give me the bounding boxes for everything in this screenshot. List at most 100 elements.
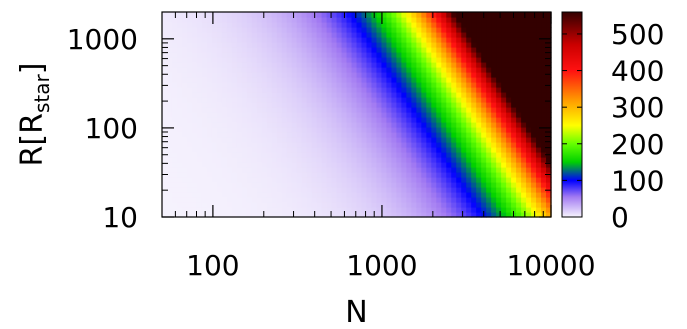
heatmap-cell bbox=[346, 182, 353, 188]
heatmap-cell bbox=[441, 137, 447, 143]
heatmap-cell bbox=[386, 157, 393, 163]
heatmap-cell bbox=[521, 137, 527, 143]
heatmap-cell bbox=[431, 167, 437, 173]
heatmap-cell bbox=[461, 132, 467, 138]
heatmap-cell bbox=[366, 62, 373, 68]
heatmap-cell bbox=[181, 17, 188, 23]
heatmap-cell bbox=[521, 67, 527, 73]
heatmap-cell bbox=[306, 102, 313, 108]
heatmap-cell bbox=[451, 102, 457, 108]
heatmap-cell bbox=[481, 72, 487, 78]
heatmap-cell bbox=[241, 17, 248, 23]
heatmap-cell bbox=[506, 187, 512, 193]
heatmap-cell bbox=[526, 137, 532, 143]
heatmap-cell bbox=[446, 172, 452, 178]
heatmap-cell bbox=[221, 92, 228, 98]
heatmap-cell bbox=[281, 197, 288, 203]
heatmap-cell bbox=[351, 152, 358, 158]
heatmap-cell bbox=[531, 162, 537, 168]
heatmap-cell bbox=[401, 47, 407, 53]
heatmap-cell bbox=[281, 92, 288, 98]
heatmap-cell bbox=[266, 42, 273, 48]
heatmap-cell bbox=[416, 27, 422, 33]
heatmap-cell bbox=[236, 37, 243, 43]
heatmap-cell bbox=[211, 122, 218, 128]
heatmap-cell bbox=[351, 67, 358, 73]
heatmap-cell bbox=[241, 192, 248, 198]
heatmap-cell bbox=[441, 202, 447, 208]
heatmap-cell bbox=[426, 82, 432, 88]
heatmap-cell bbox=[416, 147, 422, 153]
heatmap-cell bbox=[166, 87, 173, 93]
heatmap-cell bbox=[371, 42, 378, 48]
heatmap-cell bbox=[216, 57, 223, 63]
heatmap-cell bbox=[176, 17, 183, 23]
heatmap-cell bbox=[361, 132, 368, 138]
heatmap-cell bbox=[481, 167, 487, 173]
heatmap-cell bbox=[371, 177, 378, 183]
heatmap-cell bbox=[206, 182, 213, 188]
heatmap-cell bbox=[411, 202, 417, 208]
heatmap-cell bbox=[331, 52, 338, 58]
heatmap-cell bbox=[351, 117, 358, 123]
heatmap-cell bbox=[166, 67, 173, 73]
heatmap-cell bbox=[321, 12, 328, 18]
heatmap-cell bbox=[426, 187, 432, 193]
heatmap-cell bbox=[166, 147, 173, 153]
heatmap-cell bbox=[286, 107, 293, 113]
heatmap-cell bbox=[186, 102, 193, 108]
heatmap-cell bbox=[196, 102, 203, 108]
heatmap-cell bbox=[496, 182, 502, 188]
heatmap-cell bbox=[266, 132, 273, 138]
heatmap-cell bbox=[416, 132, 422, 138]
heatmap-cell bbox=[201, 67, 208, 73]
heatmap-cell bbox=[231, 137, 238, 143]
heatmap-cell bbox=[441, 67, 447, 73]
heatmap-cell bbox=[271, 142, 278, 148]
heatmap-cell bbox=[526, 57, 532, 63]
heatmap-cell bbox=[316, 117, 323, 123]
heatmap-cell bbox=[376, 132, 383, 138]
heatmap-cell bbox=[226, 67, 233, 73]
heatmap-cell bbox=[421, 112, 427, 118]
heatmap-cell bbox=[216, 122, 223, 128]
heatmap-cell bbox=[261, 97, 268, 103]
heatmap-cell bbox=[411, 72, 417, 78]
heatmap-cell bbox=[251, 162, 258, 168]
heatmap-cell bbox=[541, 112, 547, 118]
heatmap-cell bbox=[441, 17, 447, 23]
heatmap-cell bbox=[421, 57, 427, 63]
heatmap-cell bbox=[236, 157, 243, 163]
heatmap-cell bbox=[176, 77, 183, 83]
heatmap-cell bbox=[186, 182, 193, 188]
heatmap-cell bbox=[431, 67, 437, 73]
heatmap-cell bbox=[291, 172, 298, 178]
heatmap-cell bbox=[546, 212, 552, 218]
heatmap-cell bbox=[396, 67, 402, 73]
heatmap-cell bbox=[311, 77, 318, 83]
heatmap-cell bbox=[386, 132, 393, 138]
heatmap-cell bbox=[421, 47, 427, 53]
heatmap-cell bbox=[431, 42, 437, 48]
heatmap-cell bbox=[326, 172, 333, 178]
heatmap-cell bbox=[466, 32, 472, 38]
heatmap-cell bbox=[466, 152, 472, 158]
heatmap-cell bbox=[536, 187, 542, 193]
heatmap-cell bbox=[436, 207, 442, 213]
heatmap-cell bbox=[201, 152, 208, 158]
heatmap-cell bbox=[441, 167, 447, 173]
heatmap-cell bbox=[466, 177, 472, 183]
heatmap-cell bbox=[396, 117, 402, 123]
heatmap-cell bbox=[366, 37, 373, 43]
heatmap-cell bbox=[201, 82, 208, 88]
heatmap-cell bbox=[536, 137, 542, 143]
heatmap-cell bbox=[361, 17, 368, 23]
heatmap-cell bbox=[476, 177, 482, 183]
heatmap-cell bbox=[421, 42, 427, 48]
heatmap-cell bbox=[536, 107, 542, 113]
heatmap-cell bbox=[191, 32, 198, 38]
heatmap-cell bbox=[241, 177, 248, 183]
heatmap-cell bbox=[326, 167, 333, 173]
heatmap-cell bbox=[286, 62, 293, 68]
heatmap-cell bbox=[541, 167, 547, 173]
